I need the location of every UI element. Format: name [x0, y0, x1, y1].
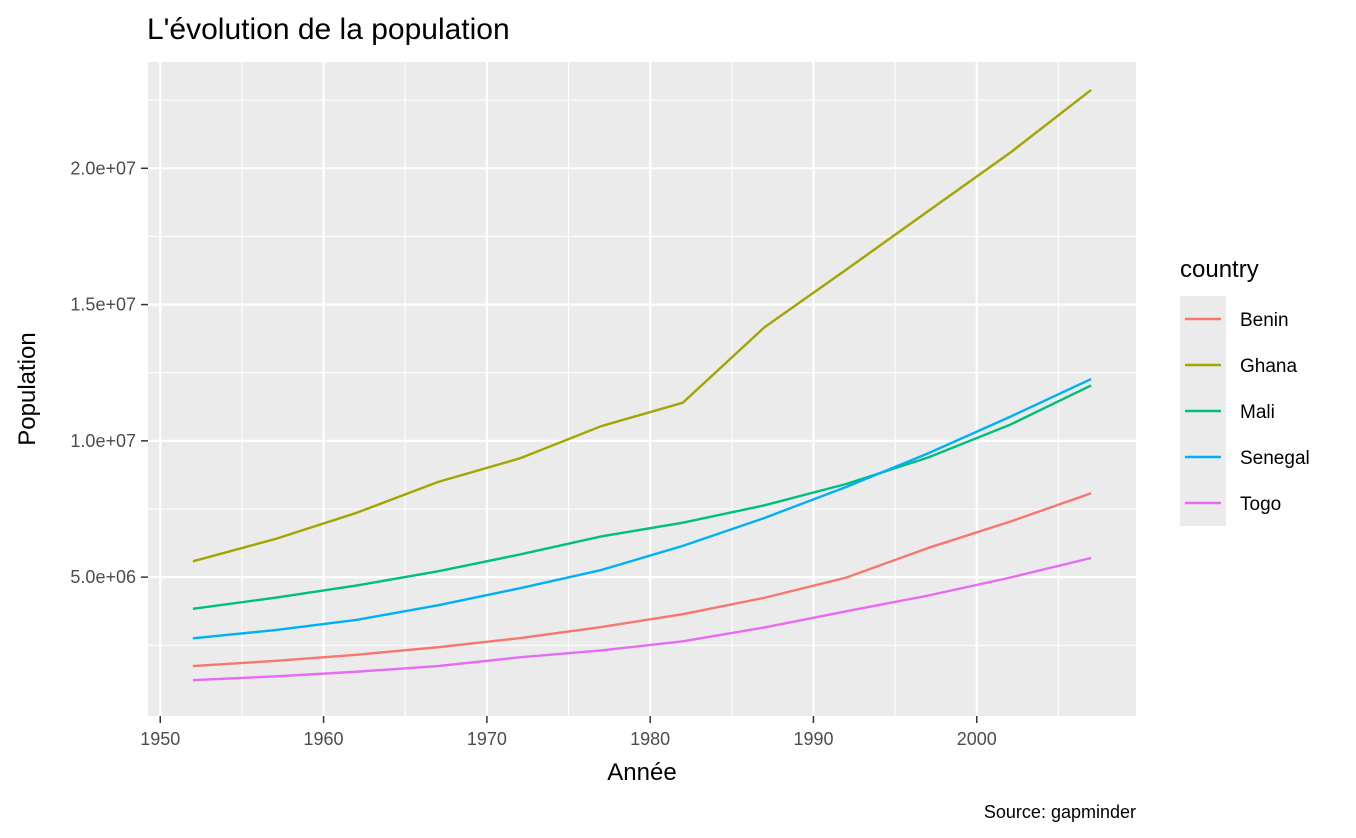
- y-axis: 5.0e+06 1.0e+07 1.5e+07 2.0e+07: [70, 158, 148, 587]
- series-lines: [192, 89, 1092, 682]
- x-tick-label: 1960: [304, 729, 344, 749]
- y-axis-title: Population: [14, 332, 41, 445]
- legend-title: country: [1180, 256, 1259, 283]
- x-tick-label: 2000: [957, 729, 997, 749]
- legend-label-benin: Benin: [1240, 310, 1289, 331]
- legend-label-ghana: Ghana: [1240, 356, 1297, 377]
- series-line-togo: [192, 556, 1092, 682]
- series-line-mali: [192, 384, 1092, 610]
- x-tick-label: 1980: [630, 729, 670, 749]
- y-tick-label: 2.0e+07: [70, 158, 136, 178]
- y-tick-label: 1.5e+07: [70, 295, 136, 315]
- x-tick-label: 1990: [793, 729, 833, 749]
- legend-label-togo: Togo: [1240, 494, 1281, 515]
- series-line-senegal: [192, 377, 1092, 640]
- legend-label-mali: Mali: [1240, 402, 1275, 423]
- y-tick-label: 1.0e+07: [70, 431, 136, 451]
- x-axis-title: Année: [607, 759, 676, 786]
- legend: Benin Ghana Mali Senegal Togo: [1180, 296, 1310, 526]
- minor-gridlines: [148, 62, 1136, 716]
- x-tick-label: 1950: [140, 729, 180, 749]
- caption: Source: gapminder: [984, 802, 1136, 822]
- series-line-benin: [192, 492, 1092, 668]
- series-line-ghana: [192, 89, 1092, 563]
- major-gridlines: [148, 62, 1136, 716]
- legend-label-senegal: Senegal: [1240, 448, 1310, 469]
- x-axis: 1950 1960 1970 1980 1990 2000: [140, 716, 997, 749]
- plot-panel: [148, 62, 1136, 716]
- x-tick-label: 1970: [467, 729, 507, 749]
- y-tick-label: 5.0e+06: [70, 567, 136, 587]
- chart-title: L'évolution de la population: [147, 13, 510, 46]
